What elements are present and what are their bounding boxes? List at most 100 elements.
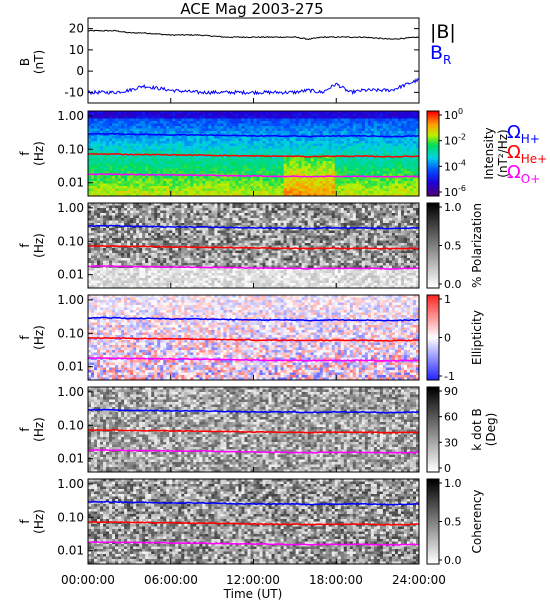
spectrogram-cell xyxy=(139,178,143,182)
spectrogram-cell xyxy=(397,143,402,147)
spectrogram-cell xyxy=(88,168,92,172)
spectrogram-cell xyxy=(178,156,182,159)
spectrogram-cell xyxy=(364,116,369,119)
b-ytick-label: 10 xyxy=(69,43,84,57)
spectrogram-cell xyxy=(127,203,131,206)
spectrogram-cell xyxy=(310,123,315,127)
spectrogram-cell xyxy=(406,178,411,182)
spectrogram-cell xyxy=(307,181,312,184)
spectrogram-cell xyxy=(334,213,339,216)
spectrogram-cell xyxy=(412,181,417,184)
spectrogram-cell xyxy=(382,166,387,169)
spectrogram-cell xyxy=(166,183,170,187)
spectrogram-cell xyxy=(253,171,257,174)
spectrogram-cell xyxy=(319,148,324,152)
spectrogram-cell xyxy=(376,113,381,117)
spectrogram-cell xyxy=(100,113,104,117)
spectrogram-cell xyxy=(343,173,348,177)
spectrogram-cell xyxy=(412,123,417,127)
spectrogram-cell xyxy=(286,153,291,157)
spectrogram-cell xyxy=(235,210,239,214)
spectrogram-cell xyxy=(298,121,303,124)
spectrogram-cell xyxy=(400,205,405,209)
spectrogram-cell xyxy=(310,158,315,162)
spectrogram-cell xyxy=(394,183,399,187)
spectrogram-cell xyxy=(235,178,239,182)
spectrogram-cell xyxy=(370,126,375,129)
spectrogram-cell xyxy=(190,141,194,144)
spectrogram-cell xyxy=(340,223,345,226)
spectrogram-cell xyxy=(208,193,212,197)
spectrogram-cell xyxy=(346,158,351,162)
spectrogram-cell xyxy=(334,121,339,124)
spectrogram-cell xyxy=(196,191,200,194)
spectrogram-cell xyxy=(373,178,378,182)
spectrogram-cell xyxy=(133,210,137,214)
spectrogram-cell xyxy=(301,208,306,211)
spectrogram-cell xyxy=(103,116,107,119)
spectrogram-cell xyxy=(316,163,321,167)
spectrogram-cell xyxy=(328,111,333,114)
spectrogram-cell xyxy=(373,153,378,157)
spectrogram-cell xyxy=(196,188,200,192)
spectrogram-cell xyxy=(157,126,161,129)
spectrogram-cell xyxy=(247,215,251,219)
spectrogram-cell xyxy=(199,213,203,216)
spectrogram-cell xyxy=(103,118,107,122)
spectrogram-cell xyxy=(298,223,303,226)
spectrogram-cell xyxy=(124,210,128,214)
spectrogram-cell xyxy=(409,146,414,149)
spectrogram-cell xyxy=(325,208,330,211)
spectrogram-cell xyxy=(280,111,284,114)
spectrogram-cell xyxy=(379,111,384,114)
spectrogram-cell xyxy=(235,163,239,167)
spectrogram-cell xyxy=(385,146,390,149)
spectrogram-cell xyxy=(178,116,182,119)
spectrogram-cell xyxy=(397,158,402,162)
spectrogram-cell xyxy=(337,186,342,189)
spectrogram-cell xyxy=(100,178,104,182)
spectrogram-cell xyxy=(301,223,306,226)
spectrogram-cell xyxy=(301,193,306,197)
spectrogram-cell xyxy=(166,148,170,152)
colorbar-segment xyxy=(427,159,439,163)
spectrogram-cell xyxy=(400,223,405,226)
spectrogram-cell xyxy=(403,163,408,167)
spectrogram-cell xyxy=(250,153,254,157)
spectrogram-cell xyxy=(172,158,176,162)
spectrogram-cell xyxy=(133,158,137,162)
spectrogram-cell xyxy=(394,186,399,189)
spectrogram-cell xyxy=(190,161,194,164)
spectrogram-cell xyxy=(124,205,128,209)
spectrogram-cell xyxy=(385,213,390,216)
b-field-plot-area xyxy=(87,17,420,104)
spectrogram-cell xyxy=(130,188,134,192)
spectrogram-cell xyxy=(415,113,420,117)
spectrogram-cell xyxy=(310,118,315,122)
spectrogram-cell xyxy=(268,193,272,197)
spectrogram-cell xyxy=(394,141,399,144)
spectrogram-cell xyxy=(349,215,354,219)
spectrogram-cell xyxy=(280,213,284,216)
spectrogram-cell xyxy=(244,176,248,179)
spectrogram-cell xyxy=(148,111,152,114)
spectrogram-cell xyxy=(412,203,417,206)
spectrogram-cell xyxy=(229,136,233,139)
spectrogram-cell xyxy=(319,123,324,127)
spectrogram-cell xyxy=(322,128,327,132)
spectrogram-cell xyxy=(253,136,257,139)
spectrogram-cell xyxy=(196,183,200,187)
spectrogram-cell xyxy=(268,186,272,189)
spectrogram-cell xyxy=(235,156,239,159)
spectrogram-cell xyxy=(325,166,330,169)
spectrogram-cell xyxy=(325,158,330,162)
spectrogram-cell xyxy=(319,151,324,154)
spectrogram-cell xyxy=(391,218,396,221)
spectrogram-cell xyxy=(304,205,309,209)
spectrogram-cell xyxy=(388,111,393,114)
spectrogram-cell xyxy=(103,163,107,167)
spectrogram-cell xyxy=(277,156,281,159)
spectrogram-cell xyxy=(292,178,297,182)
spectrogram-cell xyxy=(343,121,348,124)
spectrogram-cell xyxy=(316,136,321,139)
